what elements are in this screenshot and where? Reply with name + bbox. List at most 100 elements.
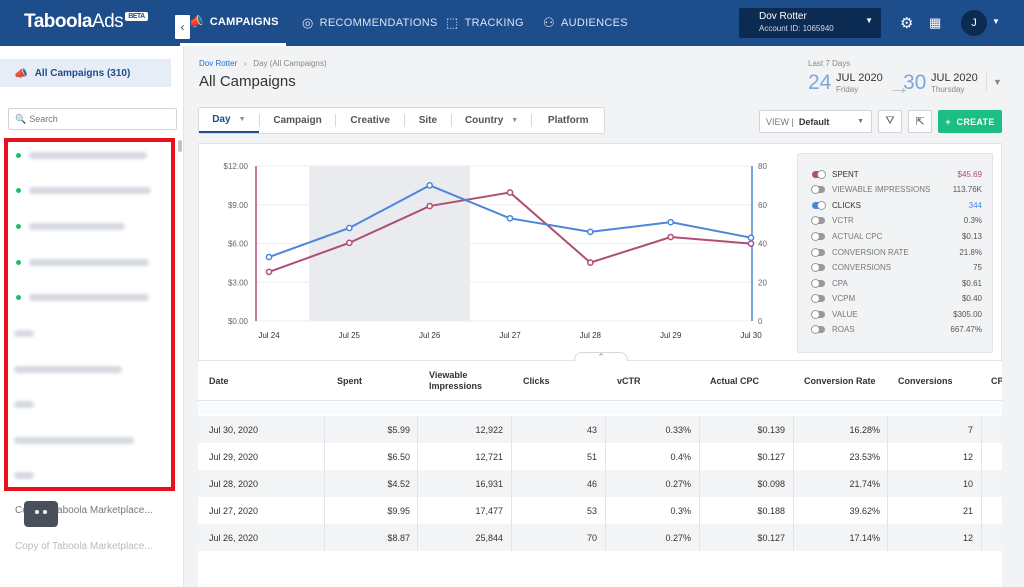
legend-value-metric[interactable]: VALUE $305.00 [812,308,982,320]
legend-clicks[interactable]: CLICKS 344 [812,199,982,211]
column-header-viewable-impressions[interactable]: Viewable Impressions [429,370,483,391]
search-input[interactable] [29,114,170,124]
toggle-switch[interactable] [812,185,825,193]
data-point-clicks [506,214,514,222]
table-cell: $9.95 [387,505,410,516]
list-item[interactable] [16,291,149,303]
redacted-campaign-name [14,436,134,444]
nav-tracking[interactable]: ⬚ TRACKING [446,0,524,46]
all-campaigns-item[interactable]: 📣 All Campaigns (310) [0,59,171,87]
list-item[interactable] [16,220,125,232]
tab-platform[interactable]: Platform [532,108,604,133]
legend-label: VCPM [832,293,856,303]
table-cell: Jul 27, 2020 [209,505,259,516]
list-item[interactable] [16,184,151,196]
legend-spent[interactable]: SPENT $45.69 [812,168,982,180]
column-divider [605,497,606,524]
toggle-switch[interactable] [812,310,825,318]
x-tick-label: Jul 28 [580,331,602,340]
create-button[interactable]: + CREATE [938,110,1002,133]
nav-recommendations[interactable]: ◎ RECOMMENDATIONS [302,0,438,46]
list-item[interactable] [14,327,34,339]
column-divider [887,497,888,524]
table-row[interactable]: Jul 26, 2020 $8.87 25,844 70 0.27% $0.127 17.1… [198,524,1002,551]
column-header-date[interactable]: Date [209,375,229,386]
table-cell: 17.14% [849,532,880,543]
column-header-clicks[interactable]: Clicks [523,375,550,386]
list-item[interactable] [16,256,149,268]
chat-bot-icon[interactable] [24,501,58,527]
column-header-vctr[interactable]: vCTR [617,375,641,386]
legend-label: CONVERSION RATE [832,247,909,257]
table-cell: $6.50 [387,451,410,462]
gear-icon[interactable]: ⚙ [900,15,914,32]
column-header-conversions[interactable]: Conversions [898,375,953,386]
spent-toggle[interactable] [812,170,825,178]
view-selector[interactable]: VIEW | Default ▼ [759,110,872,133]
clicks-toggle[interactable] [812,201,825,209]
legend-cpa[interactable]: CPA $0.61 [812,277,982,289]
data-point-clicks [586,228,594,236]
date-range-picker[interactable]: Last 7 Days 24 JUL 2020 Friday → 30 JUL … [808,59,1008,99]
toggle-switch[interactable] [812,263,825,271]
legend-value: $0.40 [961,293,982,303]
toggle-switch[interactable] [812,232,825,240]
list-item[interactable] [14,363,122,375]
user-menu-chevron-icon[interactable]: ▼ [992,17,1000,26]
list-item[interactable] [14,434,134,446]
nav-campaigns[interactable]: 📣 CAMPAIGNS [180,0,286,46]
toggle-switch[interactable] [812,279,825,287]
legend-actual-cpc[interactable]: ACTUAL CPC $0.13 [812,230,982,242]
table-cell: 16.28% [849,424,880,435]
table-row[interactable]: Jul 28, 2020 $4.52 16,931 46 0.27% $0.098 21.7… [198,470,1002,497]
legend-conversions[interactable]: CONVERSIONS 75 [812,261,982,273]
legend-viewable-impressions[interactable]: VIEWABLE IMPRESSIONS 113.76K [812,183,982,195]
page-title: All Campaigns [199,73,296,90]
campaign-search[interactable]: 🔍 [8,108,177,130]
legend-roas[interactable]: ROAS 667.47% [812,323,982,335]
avatar[interactable]: J [961,10,987,36]
sidebar-scrollbar[interactable] [178,140,182,152]
chevron-down-icon: ▼ [511,117,519,124]
column-divider [699,443,700,470]
column-divider [417,524,418,551]
collapse-sidebar-button[interactable]: ‹ [174,14,191,40]
toggle-switch[interactable] [812,248,825,256]
nav-audiences[interactable]: ⚇ AUDIENCES [543,0,628,46]
list-item[interactable] [16,149,147,161]
tab-day[interactable]: Day ▼ [199,108,259,133]
tab-campaign[interactable]: Campaign [260,108,336,133]
column-header-actual-cpc[interactable]: Actual CPC [710,375,760,386]
tab-site[interactable]: Site [405,108,451,133]
table-row[interactable]: Jul 30, 2020 $5.99 12,922 43 0.33% $0.139 16.2… [198,416,1002,443]
table-row[interactable]: Jul 27, 2020 $9.95 17,477 53 0.3% $0.188 39.62… [198,497,1002,524]
tab-country[interactable]: Country ▼ [452,108,532,133]
list-item[interactable] [14,398,34,410]
column-header-spent[interactable]: Spent [337,375,363,386]
export-button[interactable]: ⇱ [908,110,932,133]
list-item[interactable] [14,469,34,481]
column-header-conversion-rate[interactable]: Conversion Rate [804,375,876,386]
tab-creative[interactable]: Creative [336,108,404,133]
apps-grid-icon[interactable]: ▦ [929,15,942,30]
column-divider [324,416,325,443]
chevron-left-icon: ‹ [180,20,185,34]
toggle-switch[interactable] [812,294,825,302]
toggle-switch[interactable] [812,325,825,333]
breadcrumb-root-link[interactable]: Dov Rotter [199,59,238,68]
legend-vctr[interactable]: VCTR 0.3% [812,214,982,226]
check-circle-icon: ◎ [302,15,314,30]
taboola-ads-logo[interactable]: TaboolaAds BETA [24,11,148,33]
column-header-cpa[interactable]: CPA [991,375,1002,386]
account-selector[interactable]: Dov Rotter Account ID: 1065940 ▼ [739,8,881,38]
legend-conversion-rate[interactable]: CONVERSION RATE 21.8% [812,246,982,258]
toggle-switch[interactable] [812,216,825,224]
view-value: Default [798,116,830,127]
column-divider [605,470,606,497]
column-divider [511,524,512,551]
table-row[interactable]: Jul 29, 2020 $6.50 12,721 51 0.4% $0.127 23.53… [198,443,1002,470]
filter-button[interactable]: ⛛ [878,110,902,133]
view-label: VIEW | [766,116,794,127]
legend-vcpm[interactable]: VCPM $0.40 [812,292,982,304]
list-item[interactable]: Copy of Taboola Marketplace... [15,541,153,552]
